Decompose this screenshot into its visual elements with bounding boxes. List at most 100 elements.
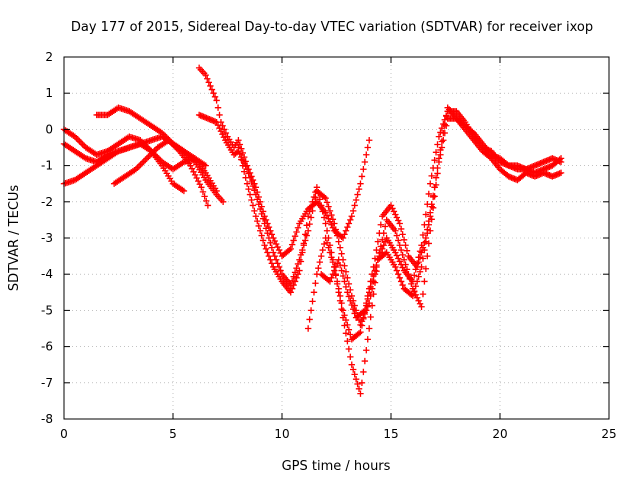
interpolated-points	[204, 178, 219, 196]
interpolated-points	[105, 148, 121, 161]
interpolated-points	[350, 185, 363, 215]
interpolated-points	[160, 164, 175, 185]
interpolated-points	[463, 123, 476, 136]
data-point	[357, 180, 364, 187]
data-point	[357, 390, 364, 397]
interpolated-points	[236, 150, 249, 181]
x-tick-label: 20	[492, 427, 507, 441]
data-point	[344, 289, 351, 296]
data-point	[235, 137, 242, 144]
data-point	[370, 263, 377, 271]
interpolated-points	[138, 116, 153, 128]
x-tick-label: 10	[274, 427, 289, 441]
y-tick-label: -3	[41, 231, 53, 245]
grid-layer	[64, 57, 609, 419]
interpolated-points	[315, 190, 328, 221]
interpolated-points	[437, 112, 450, 154]
y-tick-label: 0	[45, 122, 53, 136]
y-tick-label: -5	[41, 303, 53, 317]
data-point	[392, 263, 399, 271]
interpolated-points	[472, 138, 485, 153]
interpolated-points	[323, 239, 337, 266]
interpolated-points	[411, 268, 424, 295]
interpolated-points	[315, 240, 328, 272]
data-point	[396, 220, 403, 227]
data-point	[322, 209, 329, 216]
interpolated-points	[341, 312, 354, 338]
interpolated-points	[214, 104, 223, 119]
interpolated-points	[489, 156, 502, 171]
data-point	[322, 220, 329, 227]
data-point	[409, 292, 416, 300]
interpolated-points	[280, 280, 293, 294]
data-point	[339, 234, 347, 242]
interpolated-points	[73, 148, 88, 161]
interpolated-points	[397, 225, 411, 254]
interpolated-points	[384, 237, 398, 254]
interpolated-points	[112, 174, 127, 186]
interpolated-points	[280, 272, 293, 287]
interpolated-points	[188, 165, 203, 188]
data-point	[304, 227, 312, 234]
data-point	[304, 213, 312, 220]
x-axis-label: GPS time / hours	[282, 459, 391, 474]
series-track-5	[110, 137, 212, 209]
interpolated-points	[62, 127, 77, 139]
interpolated-points	[84, 163, 99, 176]
series-track-3	[60, 133, 227, 205]
data-point	[335, 256, 342, 263]
interpolated-points	[193, 161, 208, 181]
interpolated-points	[332, 226, 345, 257]
interpolated-points	[323, 212, 337, 231]
data-point	[180, 187, 188, 195]
interpolated-points	[245, 185, 258, 215]
data-point	[304, 325, 312, 332]
data-point	[366, 137, 373, 144]
series-track-6	[195, 64, 373, 260]
data-point	[348, 213, 355, 220]
interpolated-points	[262, 216, 276, 238]
data-point	[348, 361, 355, 368]
interpolated-points	[428, 141, 441, 180]
interpolated-points	[393, 267, 406, 289]
y-tick-label: -8	[41, 412, 53, 426]
data-point	[252, 184, 260, 191]
data-point	[413, 263, 421, 271]
data-point	[313, 184, 321, 191]
y-axis-label: SDTVAR / TECUs	[7, 185, 22, 292]
interpolated-points	[254, 188, 267, 215]
interpolated-points	[424, 192, 437, 233]
interpolated-points	[345, 293, 358, 317]
interpolated-points	[498, 167, 511, 179]
interpolated-points	[199, 188, 210, 205]
data-point	[557, 158, 565, 166]
data-point	[204, 202, 212, 209]
interpolated-points	[166, 138, 182, 153]
data-point	[261, 242, 268, 249]
interpolated-points	[177, 149, 193, 167]
data-point	[427, 180, 434, 187]
interpolated-points	[271, 266, 284, 283]
interpolated-points	[225, 136, 236, 148]
interpolated-points	[454, 109, 467, 124]
interpolated-points	[406, 254, 419, 269]
interpolated-points	[105, 141, 121, 154]
interpolated-points	[182, 148, 197, 161]
series-track-7	[195, 108, 565, 329]
data-point	[392, 227, 399, 234]
interpolated-points	[223, 139, 236, 156]
y-tick-label: 2	[45, 50, 53, 64]
data-point	[357, 328, 364, 336]
interpolated-points	[245, 170, 258, 194]
interpolated-points	[306, 280, 319, 323]
interpolated-points	[402, 261, 415, 288]
x-tick-label: 25	[601, 427, 616, 441]
data-point	[198, 184, 205, 191]
interpolated-points	[415, 239, 428, 266]
y-tick-label: -4	[41, 267, 53, 281]
interpolated-points	[149, 123, 164, 136]
interpolated-points	[262, 225, 276, 251]
interpolated-points	[171, 181, 186, 194]
data-point	[202, 71, 209, 79]
